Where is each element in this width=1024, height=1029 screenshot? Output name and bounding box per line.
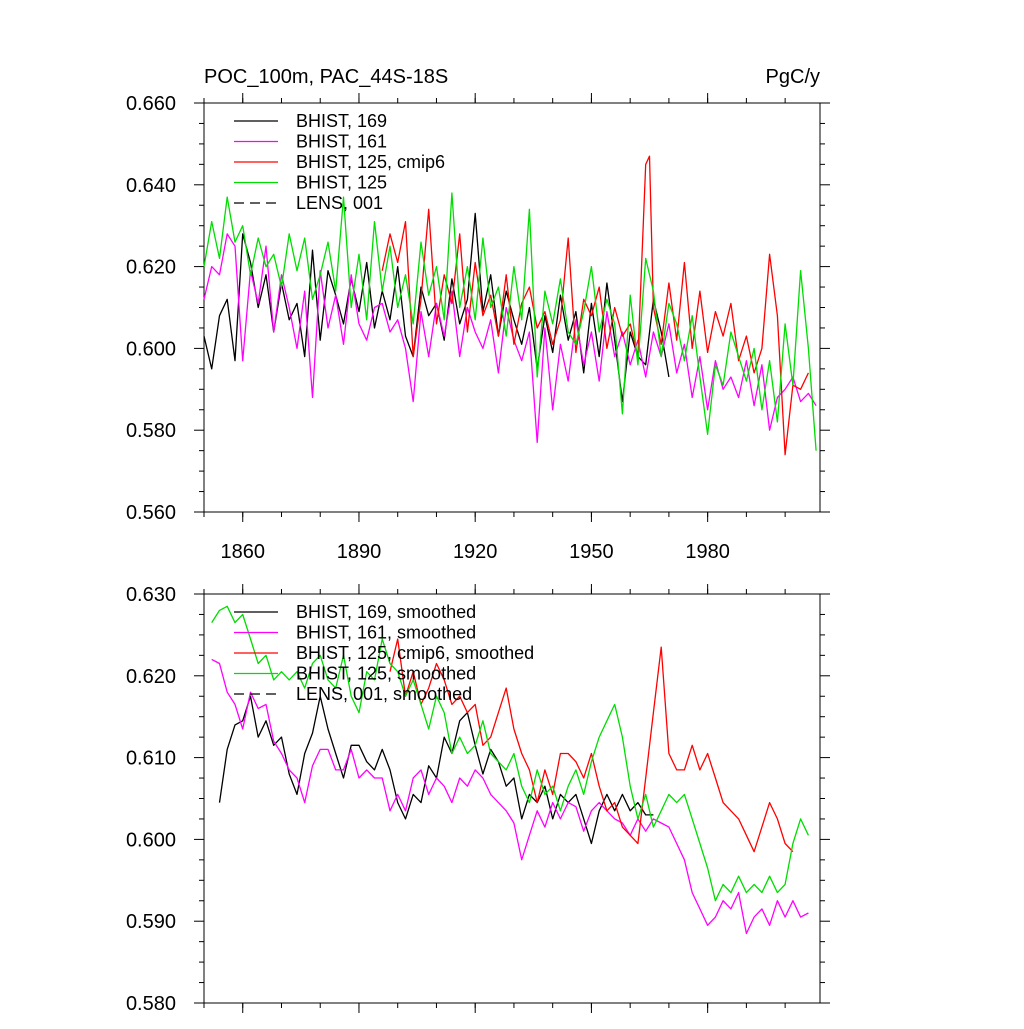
y-tick-label: 0.620	[126, 666, 176, 688]
chart-title: POC_100m, PAC_44S-18S	[204, 66, 448, 88]
chart-figure: POC_100m, PAC_44S-18S PgC/y 0.560 0.580 0.…	[0, 0, 1024, 1024]
y-tick-label: 0.620	[126, 257, 176, 279]
x-tick-label: 1920	[453, 541, 498, 563]
y-tick-label: 0.600	[126, 338, 176, 360]
y-tick-label: 0.580	[126, 420, 176, 442]
legend-label: LENS, 001	[296, 193, 383, 213]
legend-label: BHIST, 125	[296, 173, 387, 193]
units-label: PgC/y	[766, 66, 820, 88]
legend-label: BHIST, 125, cmip6	[296, 152, 445, 172]
y-tick-label: 0.580	[126, 993, 176, 1015]
legend-label: BHIST, 125, cmip6, smoothed	[296, 643, 534, 663]
x-tick-label: 1890	[337, 541, 382, 563]
legend-label: BHIST, 169	[296, 111, 387, 131]
y-tick-label: 0.640	[126, 175, 176, 197]
y-tick-label: 0.600	[126, 829, 176, 851]
y-tick-label: 0.610	[126, 748, 176, 770]
y-tick-label: 0.560	[126, 502, 176, 524]
x-tick-label: 1860	[220, 541, 265, 563]
chart-canvas: POC_100m, PAC_44S-18S PgC/y 0.560 0.580 0.…	[0, 0, 1024, 1024]
legend-label: BHIST, 161	[296, 132, 387, 152]
legend-label: BHIST, 161, smoothed	[296, 623, 476, 643]
legend-label: BHIST, 125, smoothed	[296, 664, 476, 684]
x-tick-label: 1950	[569, 541, 614, 563]
x-tick-label: 1980	[685, 541, 730, 563]
y-tick-label: 0.630	[126, 584, 176, 606]
legend-label: LENS, 001, smoothed	[296, 684, 472, 704]
y-tick-label: 0.590	[126, 911, 176, 933]
y-tick-label: 0.660	[126, 93, 176, 115]
legend-label: BHIST, 169, smoothed	[296, 602, 476, 622]
